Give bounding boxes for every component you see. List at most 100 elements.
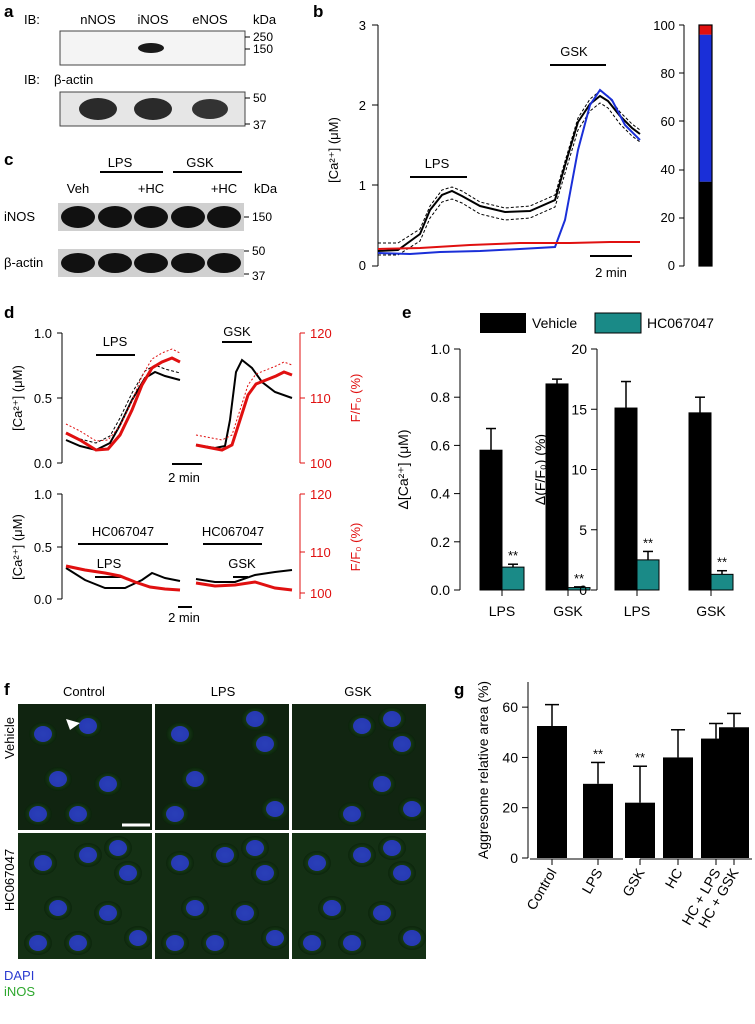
d-bot-hc1: HC067047 [92,524,154,539]
nucleus [308,855,326,871]
stack-tick-20: 20 [661,210,675,225]
y-tick-label: 0 [579,582,587,598]
lane-hc-1: +HC [138,181,164,196]
bar [625,802,655,858]
bar-vehicle [479,449,503,591]
stack-tick-60: 60 [661,114,675,129]
panel-label-f: f [4,680,10,699]
bar-hc067047 [710,573,734,591]
panel-label-g: g [454,680,464,699]
panel-label-e: e [402,303,411,322]
bands-c-inos [61,206,241,228]
d-top-ltick-10: 1.0 [34,326,52,341]
nucleus [216,847,234,863]
nucleus [256,865,274,881]
f-inos-label: iNOS [4,984,35,999]
lane-label-enos: eNOS [192,12,228,27]
marker-250: 250 [253,30,273,44]
band-actin-1 [79,98,117,120]
x-tick-label: LPS [624,603,650,619]
significance-label: ** [508,548,518,563]
stack-seg-blue [699,34,712,182]
x-tick-label: GSK [553,603,583,619]
nucleus [343,806,361,822]
nucleus [166,935,184,951]
nucleus [99,905,117,921]
marker-50a: 50 [253,91,267,105]
nucleus [79,718,97,734]
x-tick-label: GSK [619,865,648,899]
nucleus [246,840,264,856]
stack-outline [698,24,713,267]
chart-e-right: 0 5 10 15 20 Δ(F/F₀) (%) LPS ** GSK ** [532,341,734,619]
bar [719,727,749,858]
nucleus [353,847,371,863]
nucleus [69,806,87,822]
nucleus [236,905,254,921]
d-bl-red [65,564,181,592]
nucleus [373,776,391,792]
nucleus [383,840,401,856]
x-tick-label: HC [662,866,686,892]
bands-c-actin [61,253,241,273]
d-br-black [195,569,293,583]
d-bot-rtick-110: 110 [310,545,331,560]
d-top-rtick-100: 100 [310,456,332,471]
nucleus [343,935,361,951]
band-actin-2 [134,98,172,120]
nucleus [323,900,341,916]
significance-label: ** [643,535,653,550]
stack-tick-80: 80 [661,66,675,81]
nucleus [69,935,87,951]
b-scale-label: 2 min [595,265,627,280]
x-tick-label: GSK [696,603,726,619]
d-bot-scale: 2 min [168,610,200,625]
d-top-rtick-110: 110 [310,391,331,406]
bar-hc067047 [636,559,660,591]
marker-37a: 37 [253,118,267,132]
nucleus [129,930,147,946]
f-col-gsk: GSK [344,684,372,699]
y-axis-label: Aggresome relative area (%) [475,681,491,859]
band-inos [138,43,164,53]
y-tick-label: 15 [571,401,587,417]
d-bot-lps: LPS [97,556,122,571]
y-tick-label: 0.6 [431,437,451,453]
group-lps-c: LPS [108,155,133,170]
d-tr-red-sem [195,361,293,441]
d-top-ltick-05: 0.5 [34,391,52,406]
row-label-actin: β-actin [4,255,43,270]
nucleus [109,840,127,856]
nucleus [206,935,224,951]
nucleus [186,900,204,916]
d-bot-gsk: GSK [228,556,256,571]
nucleus [383,711,401,727]
b-gsk-label: GSK [560,44,588,59]
marker-37c: 37 [252,269,266,283]
y-tick-label: 60 [502,699,518,715]
d-bot-ylabel-left: [Ca²⁺] (μM) [10,514,25,580]
panel-label-c: c [4,150,13,169]
y-tick-label: 0.8 [431,389,451,405]
nucleus [403,801,421,817]
nucleus [166,806,184,822]
ib-label-bottom: IB: [24,72,40,87]
d-tr-red [195,370,293,452]
lane-hc-2: +HC [211,181,237,196]
f-dapi-label: DAPI [4,968,34,983]
d-bottom-axes [57,493,305,600]
b-stacked-bar [679,24,685,267]
stack-tick-40: 40 [661,162,675,177]
b-black-sem-upper [378,90,641,244]
nucleus [256,736,274,752]
d-top-ylabel-right: F/F₀ (%) [348,374,363,423]
d-bot-rtick-120: 120 [310,487,332,502]
legend-swatch-hc [594,312,642,334]
nucleus [29,806,47,822]
d-tr-black [195,358,293,450]
marker-150c: 150 [252,210,272,224]
b-black-trace [377,94,641,252]
d-bot-ltick-00: 0.0 [34,592,52,607]
y-axis-label: Δ[Ca²⁺] (μM) [395,429,411,509]
